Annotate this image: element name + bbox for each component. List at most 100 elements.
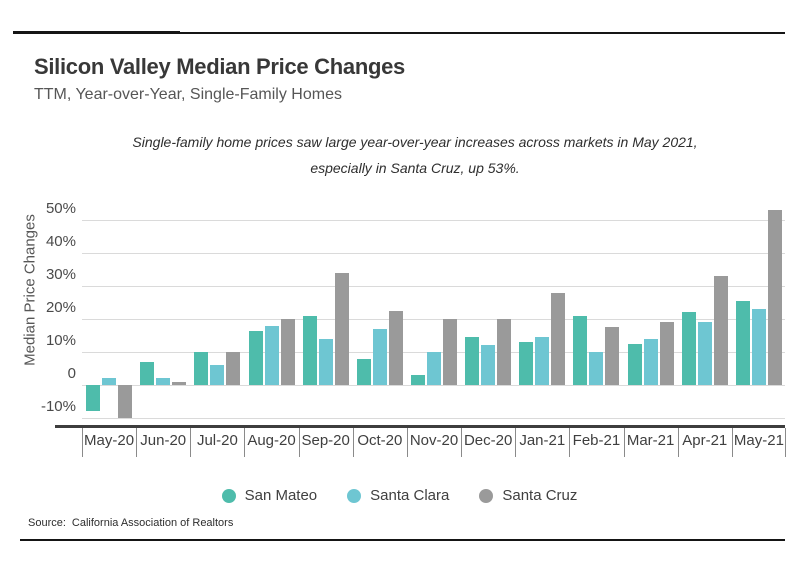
bar-group-feb-21 <box>569 203 623 426</box>
x-tick-label: Jul-20 <box>196 432 238 449</box>
bar-san-mateo <box>519 342 534 385</box>
bar-group-mar-21 <box>624 203 678 426</box>
bar-santa-cruz <box>334 272 349 385</box>
bar-santa-clara <box>589 352 604 385</box>
bar-san-mateo <box>248 330 263 385</box>
bar-san-mateo <box>735 300 750 385</box>
x-axis-tick <box>569 428 571 457</box>
y-tick-label: 50% <box>45 200 76 217</box>
bar-group-jul-20 <box>190 203 244 426</box>
bar-santa-cruz <box>118 385 133 418</box>
bar-group-may-20 <box>82 203 136 426</box>
bar-santa-clara <box>426 352 441 385</box>
y-tick-label: -10% <box>40 398 76 415</box>
bar-san-mateo <box>140 361 155 385</box>
x-tick-label: Dec-20 <box>463 432 513 449</box>
x-axis-tick <box>352 428 354 457</box>
san-mateo-swatch-icon <box>221 488 236 503</box>
legend-item-san-mateo: San Mateo <box>221 487 318 504</box>
bar-santa-clara <box>372 328 387 385</box>
x-axis-tick <box>82 428 83 457</box>
x-tick-label: May-20 <box>84 432 135 449</box>
bar-santa-cruz <box>442 319 457 385</box>
source-note: Source: California Association of Realtor… <box>28 517 233 529</box>
y-tick-label: 30% <box>45 266 76 283</box>
x-tick-label: Nov-20 <box>409 432 459 449</box>
top-rule-right <box>180 32 785 34</box>
bar-santa-cruz <box>172 381 187 385</box>
plot-area <box>82 203 786 426</box>
x-tick-label: Apr-21 <box>682 432 728 449</box>
bar-san-mateo <box>86 385 101 412</box>
y-tick-label: 10% <box>45 332 76 349</box>
gridline <box>82 286 785 287</box>
bar-group-nov-20 <box>407 203 461 426</box>
page-subtitle: TTM, Year-over-Year, Single-Family Homes <box>34 86 342 103</box>
santa-clara-swatch-icon <box>347 488 362 503</box>
x-axis-tick <box>515 428 517 457</box>
bar-san-mateo <box>356 358 371 385</box>
x-axis-tick <box>244 428 246 457</box>
y-tick-label: 20% <box>45 299 76 316</box>
bar-group-aug-20 <box>244 203 298 426</box>
bar-san-mateo <box>465 337 480 385</box>
page-title: Silicon Valley Median Price Changes <box>34 54 405 79</box>
bar-santa-clara <box>481 345 496 385</box>
bar-santa-clara <box>210 365 225 385</box>
bar-group-sep-20 <box>299 203 353 426</box>
bar-santa-cruz <box>605 327 620 385</box>
chart-legend: San Mateo Santa Clara Santa Cruz <box>0 487 799 504</box>
gridline <box>82 253 785 254</box>
x-tick-label: Aug-20 <box>247 432 296 449</box>
bar-group-may-21 <box>732 203 786 426</box>
y-tick-label: 0 <box>67 365 76 382</box>
top-rule-left <box>13 31 180 34</box>
bar-santa-clara <box>751 309 766 385</box>
x-axis-tick <box>461 428 463 457</box>
bar-san-mateo <box>194 352 209 385</box>
bar-santa-cruz <box>280 319 295 385</box>
x-axis-tick <box>785 428 786 457</box>
x-tick-label: Jun-20 <box>140 432 187 449</box>
x-axis-tick <box>190 428 192 457</box>
bar-san-mateo <box>573 315 588 385</box>
x-tick-label: Jan-21 <box>519 432 566 449</box>
bar-santa-clara <box>102 378 117 385</box>
x-tick-label: Mar-21 <box>626 432 675 449</box>
bar-santa-clara <box>264 325 279 385</box>
bar-santa-clara <box>156 378 171 385</box>
bottom-rule <box>20 539 785 541</box>
bar-santa-clara <box>318 338 333 385</box>
bar-group-oct-20 <box>353 203 407 426</box>
source-text: California Association of Realtors <box>71 517 234 529</box>
bar-santa-cruz <box>388 310 403 385</box>
bar-san-mateo <box>410 375 425 385</box>
legend-item-santa-cruz: Santa Cruz <box>479 487 577 504</box>
bar-santa-clara <box>643 338 658 385</box>
bar-group-dec-20 <box>461 203 515 426</box>
x-axis: May-20 Jun-20 Jul-20 Aug-20 Sep-20 Oct-20 Nov-… <box>82 428 786 458</box>
legend-label: Santa Clara <box>370 487 450 504</box>
source-label: Source: <box>28 517 66 529</box>
gridline <box>82 418 785 419</box>
gridline <box>82 385 785 386</box>
legend-label: San Mateo <box>244 487 318 504</box>
x-axis-tick <box>731 428 733 457</box>
x-axis-tick <box>623 428 625 457</box>
santa-cruz-swatch-icon <box>479 488 494 503</box>
x-tick-label: Oct-20 <box>357 432 403 449</box>
bar-santa-cruz <box>551 292 566 385</box>
bar-santa-cruz <box>713 276 728 385</box>
x-axis-tick <box>136 428 138 457</box>
annotation-line-1: Single-family home prices saw large year… <box>132 134 698 150</box>
legend-item-santa-clara: Santa Clara <box>347 487 449 504</box>
x-axis-tick <box>406 428 408 457</box>
bar-group-jun-20 <box>136 203 190 426</box>
chart-annotation: Single-family home prices saw large year… <box>0 129 799 181</box>
x-axis-line <box>55 425 785 428</box>
bar-santa-clara <box>697 322 712 385</box>
bar-santa-cruz <box>497 319 512 385</box>
x-axis-tick <box>677 428 679 457</box>
bar-group-jan-21 <box>515 203 569 426</box>
